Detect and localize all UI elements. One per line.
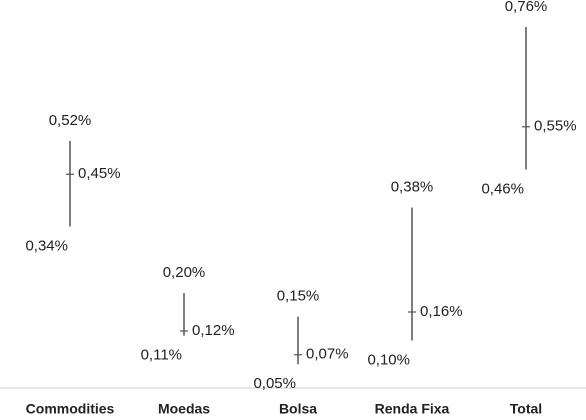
low-label: 0,10% (367, 351, 410, 368)
mid-label: 0,45% (78, 165, 121, 182)
x-tick-label: Total (510, 401, 542, 417)
low-label: 0,34% (25, 237, 68, 254)
high-label: 0,76% (505, 0, 548, 15)
mid-label: 0,12% (192, 322, 235, 339)
high-label: 0,52% (49, 112, 92, 129)
high-label: 0,15% (277, 288, 320, 305)
mid-label: 0,16% (420, 303, 463, 320)
mid-label: 0,07% (306, 346, 349, 363)
x-tick-label: Renda Fixa (375, 401, 450, 417)
x-tick-label: Bolsa (279, 401, 317, 417)
low-label: 0,46% (481, 180, 524, 197)
x-tick-label: Moedas (158, 401, 210, 417)
low-label: 0,11% (141, 347, 182, 364)
high-label: 0,38% (391, 178, 434, 195)
low-label: 0,05% (253, 375, 296, 392)
mid-label: 0,55% (534, 118, 577, 135)
high-label: 0,20% (163, 264, 206, 281)
x-tick-label: Commodities (26, 401, 115, 417)
